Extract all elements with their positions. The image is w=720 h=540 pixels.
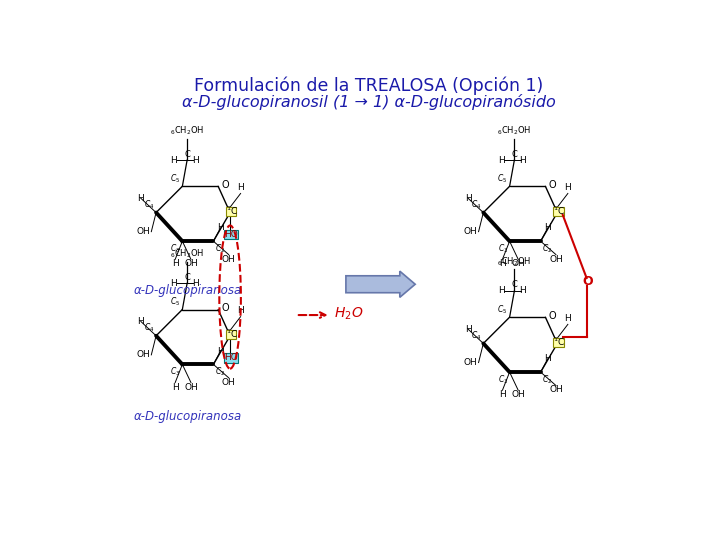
- Text: $C_4$: $C_4$: [472, 329, 482, 342]
- Text: C: C: [184, 273, 190, 282]
- Text: OH: OH: [222, 378, 235, 387]
- Text: O: O: [549, 180, 556, 190]
- Text: H: H: [217, 224, 224, 232]
- Text: OH: OH: [549, 254, 563, 264]
- Text: α-D-glucopiranosil (1 → 1) α-D-glucopiranósido: α-D-glucopiranosil (1 → 1) α-D-glucopira…: [182, 94, 556, 110]
- FancyBboxPatch shape: [224, 353, 238, 362]
- Text: O: O: [221, 303, 229, 313]
- Text: C: C: [511, 150, 517, 159]
- Text: H: H: [237, 183, 244, 192]
- Text: OH: OH: [511, 390, 525, 399]
- Text: OH: OH: [136, 350, 150, 359]
- Text: $C_2$: $C_2$: [542, 243, 552, 255]
- Text: $C_5$: $C_5$: [170, 295, 180, 308]
- Text: OH: OH: [184, 382, 198, 392]
- Text: HO: HO: [224, 230, 238, 239]
- Text: H: H: [217, 347, 224, 355]
- Text: H: H: [464, 194, 472, 202]
- Text: H: H: [192, 279, 199, 288]
- Text: H: H: [544, 354, 552, 363]
- Text: H: H: [464, 325, 472, 334]
- Text: O: O: [221, 180, 229, 190]
- Text: H: H: [498, 156, 505, 165]
- Text: H: H: [172, 382, 179, 392]
- Text: H: H: [192, 156, 199, 165]
- Text: H: H: [138, 317, 144, 326]
- Text: H: H: [237, 306, 244, 315]
- Text: $C_4$: $C_4$: [144, 322, 155, 334]
- Text: Formulación de la TREALOSA (Opción 1): Formulación de la TREALOSA (Opción 1): [194, 76, 544, 95]
- Text: H: H: [498, 286, 505, 295]
- Text: OH: OH: [184, 259, 198, 268]
- Text: HO: HO: [224, 353, 238, 362]
- Text: $C_5$: $C_5$: [497, 303, 508, 316]
- Text: $C_4$: $C_4$: [472, 199, 482, 211]
- Text: H: H: [171, 156, 177, 165]
- Text: H: H: [499, 259, 506, 268]
- Text: H: H: [138, 194, 144, 202]
- Text: $_6$CH$_2$OH: $_6$CH$_2$OH: [498, 125, 531, 137]
- Text: O: O: [549, 310, 556, 321]
- Text: $C_3$: $C_3$: [171, 366, 181, 379]
- FancyBboxPatch shape: [226, 207, 236, 215]
- Text: $^1$C: $^1$C: [553, 205, 565, 217]
- Text: $C_3$: $C_3$: [498, 243, 508, 255]
- Text: $C_2$: $C_2$: [542, 374, 552, 386]
- Text: C: C: [184, 150, 190, 159]
- FancyBboxPatch shape: [554, 207, 564, 215]
- Text: H: H: [564, 314, 571, 323]
- FancyBboxPatch shape: [226, 330, 236, 339]
- Text: OH: OH: [463, 227, 477, 236]
- Text: H: H: [520, 286, 526, 295]
- Text: $C_2$: $C_2$: [215, 243, 225, 255]
- Text: $_6$CH$_2$OH: $_6$CH$_2$OH: [498, 255, 531, 268]
- Text: OH: OH: [511, 259, 525, 268]
- Text: $C_5$: $C_5$: [497, 172, 508, 185]
- FancyArrow shape: [346, 271, 415, 298]
- Text: O: O: [582, 275, 593, 288]
- Text: H: H: [564, 183, 571, 192]
- Text: C: C: [511, 280, 517, 289]
- Text: $C_3$: $C_3$: [171, 243, 181, 255]
- FancyBboxPatch shape: [554, 338, 564, 347]
- Text: $^1$C: $^1$C: [225, 328, 238, 340]
- Text: $C_5$: $C_5$: [170, 172, 180, 185]
- FancyBboxPatch shape: [224, 230, 238, 239]
- Text: OH: OH: [136, 227, 150, 236]
- Text: H: H: [171, 279, 177, 288]
- Text: α-D-glucopiranosa: α-D-glucopiranosa: [134, 410, 243, 423]
- Text: H: H: [520, 156, 526, 165]
- Text: $C_4$: $C_4$: [144, 199, 155, 211]
- Text: $_6$CH$_2$OH: $_6$CH$_2$OH: [170, 248, 204, 260]
- Text: H: H: [172, 259, 179, 268]
- Text: α-D-glucopiranosa: α-D-glucopiranosa: [134, 284, 243, 297]
- Text: H: H: [499, 390, 506, 399]
- Text: OH: OH: [222, 254, 235, 264]
- Text: $^1$C: $^1$C: [553, 336, 565, 348]
- Text: $_6$CH$_2$OH: $_6$CH$_2$OH: [170, 125, 204, 137]
- Text: OH: OH: [549, 386, 563, 395]
- Text: OH: OH: [463, 358, 477, 367]
- Text: H: H: [544, 224, 552, 232]
- Text: $C_2$: $C_2$: [215, 366, 225, 379]
- Text: $C_3$: $C_3$: [498, 374, 508, 386]
- Text: $^1$C: $^1$C: [225, 205, 238, 217]
- Text: $H_2O$: $H_2O$: [334, 305, 364, 322]
